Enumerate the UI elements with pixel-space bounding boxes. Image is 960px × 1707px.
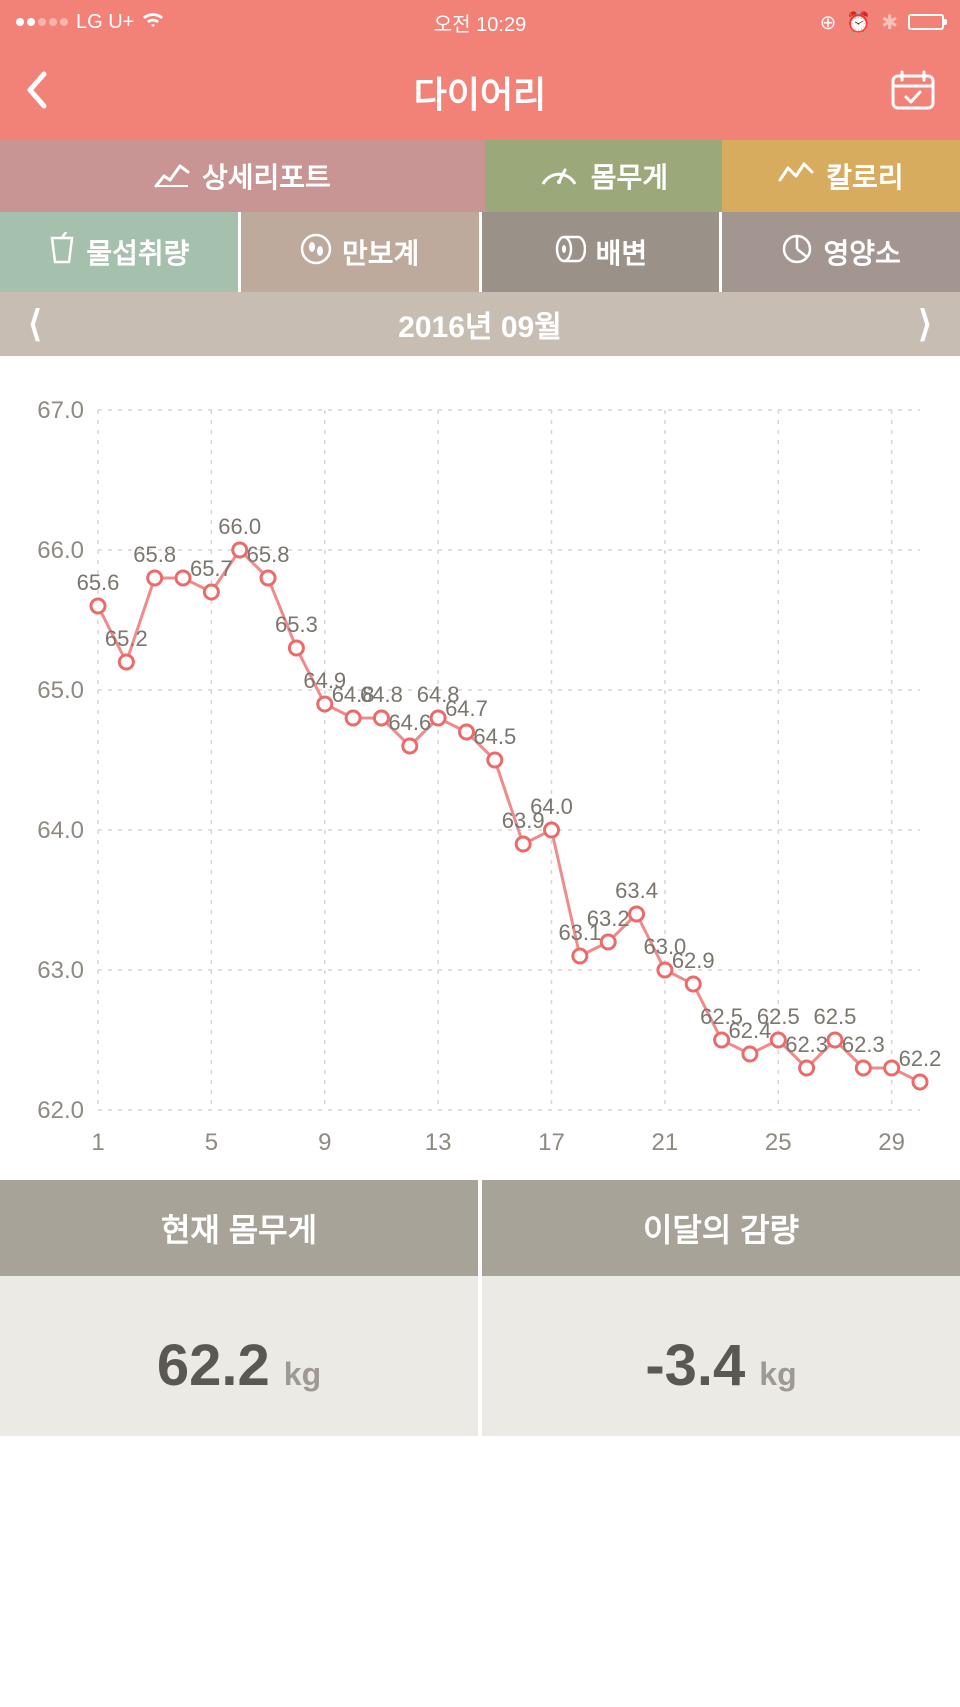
svg-text:66.0: 66.0 <box>218 514 261 539</box>
signal-dots <box>16 18 68 26</box>
svg-text:65.8: 65.8 <box>247 542 290 567</box>
footsteps-icon <box>300 233 332 272</box>
svg-text:62.3: 62.3 <box>785 1032 828 1057</box>
month-selector: ⟨ 2016년 09월 ⟩ <box>0 292 960 356</box>
lock-icon: ⊕ <box>820 10 837 35</box>
tab-weight[interactable]: 몸무게 <box>485 140 722 212</box>
svg-text:13: 13 <box>425 1129 452 1156</box>
svg-text:62.3: 62.3 <box>842 1032 885 1057</box>
calendar-button[interactable] <box>890 69 936 116</box>
back-button[interactable] <box>24 70 48 115</box>
svg-text:5: 5 <box>205 1129 218 1156</box>
tab-bowel[interactable]: 배변 <box>482 212 720 292</box>
current-weight-unit: kg <box>284 1356 321 1393</box>
svg-text:9: 9 <box>318 1129 331 1156</box>
svg-text:17: 17 <box>538 1129 565 1156</box>
svg-text:62.5: 62.5 <box>814 1004 857 1029</box>
chart-svg: 62.0 63.0 64.0 65.0 66.0 67.0 1 5 9 13 17 21 25 29 65.… <box>14 390 946 1180</box>
month-loss-number: -3.4 <box>645 1332 745 1399</box>
svg-text:65.7: 65.7 <box>190 556 233 581</box>
svg-text:21: 21 <box>652 1129 679 1156</box>
svg-text:64.5: 64.5 <box>473 724 516 749</box>
svg-text:29: 29 <box>878 1129 905 1156</box>
bluetooth-icon: ✱ <box>881 10 898 35</box>
tab-calorie[interactable]: 칼로리 <box>722 140 960 212</box>
tab-nutrition[interactable]: 영양소 <box>722 212 960 292</box>
svg-text:65.6: 65.6 <box>77 570 120 595</box>
month-loss-header: 이달의 감량 <box>482 1180 960 1276</box>
battery-icon <box>908 14 944 30</box>
tab-label: 칼로리 <box>826 156 903 196</box>
svg-text:63.4: 63.4 <box>615 878 658 903</box>
tab-label: 물섭취량 <box>86 232 189 272</box>
status-right: ⊕ ⏰ ✱ <box>820 10 944 35</box>
svg-text:62.2: 62.2 <box>899 1046 942 1071</box>
svg-text:64.6: 64.6 <box>388 710 431 735</box>
svg-text:62.5: 62.5 <box>757 1004 800 1029</box>
svg-text:62.9: 62.9 <box>672 948 715 973</box>
tabs-row-1: 상세리포트 몸무게 칼로리 <box>0 140 960 212</box>
svg-text:63.0: 63.0 <box>37 957 84 984</box>
app-header: 다이어리 <box>0 44 960 140</box>
values-row: 62.2 kg -3.4 kg <box>0 1276 960 1436</box>
svg-text:25: 25 <box>765 1129 792 1156</box>
scale-icon <box>539 160 579 193</box>
svg-text:67.0: 67.0 <box>37 397 84 424</box>
svg-text:1: 1 <box>91 1129 104 1156</box>
svg-text:63.2: 63.2 <box>587 906 630 931</box>
alarm-icon: ⏰ <box>846 10 871 35</box>
weight-chart: 62.0 63.0 64.0 65.0 66.0 67.0 1 5 9 13 17 21 25 29 65.… <box>0 356 960 1180</box>
cup-icon <box>48 232 76 273</box>
month-label: 2016년 09월 <box>398 302 562 346</box>
tab-label: 상세리포트 <box>202 156 331 196</box>
svg-text:65.3: 65.3 <box>275 612 318 637</box>
current-weight-value: 62.2 kg <box>0 1276 478 1436</box>
toilet-paper-icon <box>554 233 586 272</box>
status-time: 오전 10:29 <box>434 8 526 37</box>
month-loss-value: -3.4 kg <box>482 1276 960 1436</box>
prev-month-button[interactable]: ⟨ <box>28 306 42 342</box>
tab-label: 만보계 <box>342 232 419 272</box>
pie-icon <box>781 233 813 272</box>
svg-text:66.0: 66.0 <box>37 537 84 564</box>
wifi-icon <box>142 10 164 34</box>
svg-text:64.0: 64.0 <box>530 794 573 819</box>
svg-text:65.8: 65.8 <box>133 542 176 567</box>
tab-label: 영양소 <box>823 232 900 272</box>
tab-detail-report[interactable]: 상세리포트 <box>0 140 485 212</box>
tab-water[interactable]: 물섭취량 <box>0 212 238 292</box>
svg-text:65.2: 65.2 <box>105 626 148 651</box>
status-bar: LG U+ 오전 10:29 ⊕ ⏰ ✱ <box>0 0 960 44</box>
summary-row: 현재 몸무게 이달의 감량 <box>0 1180 960 1276</box>
tab-label: 몸무게 <box>591 156 668 196</box>
carrier-label: LG U+ <box>76 11 134 34</box>
current-weight-header: 현재 몸무게 <box>0 1180 478 1276</box>
svg-text:64.8: 64.8 <box>360 682 403 707</box>
svg-text:65.0: 65.0 <box>37 677 84 704</box>
report-icon <box>154 158 190 195</box>
next-month-button[interactable]: ⟩ <box>918 306 932 342</box>
svg-text:64.7: 64.7 <box>445 696 488 721</box>
svg-text:62.0: 62.0 <box>37 1097 84 1124</box>
current-weight-number: 62.2 <box>157 1332 270 1399</box>
page-title: 다이어리 <box>414 66 546 118</box>
tab-label: 배변 <box>596 232 648 272</box>
status-left: LG U+ <box>16 10 164 34</box>
tab-pedometer[interactable]: 만보계 <box>241 212 479 292</box>
tabs-row-2: 물섭취량 만보계 배변 영양소 <box>0 212 960 292</box>
chart-icon <box>778 160 814 193</box>
month-loss-unit: kg <box>759 1356 796 1393</box>
svg-text:64.0: 64.0 <box>37 817 84 844</box>
